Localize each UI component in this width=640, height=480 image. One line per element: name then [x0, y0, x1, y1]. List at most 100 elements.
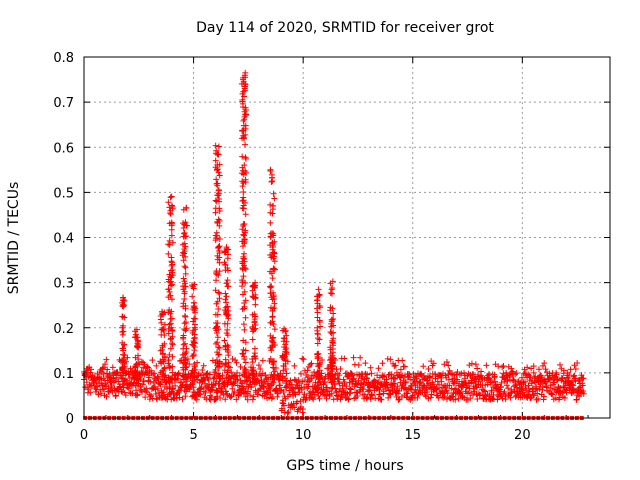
data-point — [286, 387, 293, 394]
data-point — [239, 183, 246, 190]
data-point — [216, 290, 223, 297]
data-point — [534, 390, 541, 397]
data-point — [240, 385, 247, 392]
data-point — [122, 392, 129, 399]
data-point — [327, 344, 334, 351]
data-point — [241, 232, 248, 239]
data-point — [269, 178, 276, 185]
data-point — [329, 290, 336, 297]
data-point — [170, 390, 177, 397]
data-point — [535, 395, 542, 402]
data-point — [329, 370, 336, 377]
data-point — [269, 275, 276, 282]
data-point — [214, 298, 221, 305]
data-point — [580, 388, 587, 395]
data-point — [215, 289, 222, 296]
data-point — [146, 391, 153, 398]
data-point — [493, 387, 500, 394]
data-point — [439, 384, 446, 391]
data-point — [195, 390, 202, 397]
data-point — [214, 320, 221, 327]
data-point — [127, 389, 134, 396]
data-point — [367, 364, 374, 371]
data-point — [181, 320, 188, 327]
data-point — [182, 270, 189, 277]
data-point — [314, 324, 321, 331]
data-point — [158, 387, 165, 394]
data-point — [207, 387, 214, 394]
data-point — [241, 365, 248, 372]
data-point — [438, 372, 445, 379]
data-point — [241, 356, 248, 363]
data-point — [498, 379, 505, 386]
data-point — [266, 394, 273, 401]
data-point — [150, 384, 157, 391]
data-point — [172, 382, 179, 389]
data-point — [451, 386, 458, 393]
data-point — [182, 305, 189, 312]
data-point — [282, 348, 289, 355]
data-point — [179, 351, 186, 358]
data-point — [290, 385, 297, 392]
data-point — [268, 344, 275, 351]
data-point — [115, 385, 122, 392]
data-point — [239, 226, 246, 233]
data-point — [568, 390, 575, 397]
data-point — [315, 370, 322, 377]
data-point — [547, 382, 554, 389]
data-point — [374, 384, 381, 391]
data-point — [159, 356, 166, 363]
data-point — [162, 372, 169, 379]
data-point — [270, 321, 277, 328]
plot-frame — [83, 56, 611, 419]
data-point — [169, 340, 176, 347]
data-point — [271, 258, 278, 265]
data-point — [530, 363, 537, 370]
data-point — [169, 220, 176, 227]
data-point — [241, 326, 248, 333]
x-tick-label: 20 — [514, 428, 531, 443]
data-point — [158, 311, 165, 318]
data-point — [118, 388, 125, 395]
data-point — [186, 385, 193, 392]
x-tick-label: 10 — [295, 428, 312, 443]
data-point — [95, 391, 102, 398]
data-point — [576, 393, 583, 400]
data-point — [489, 379, 496, 386]
data-point — [83, 379, 90, 386]
data-point — [437, 390, 444, 397]
data-point — [522, 383, 529, 390]
data-point — [328, 390, 335, 397]
data-point — [535, 366, 542, 373]
data-point — [180, 275, 187, 282]
data-point — [212, 157, 219, 164]
data-point — [522, 372, 529, 379]
data-point — [133, 373, 140, 380]
data-point — [319, 356, 326, 363]
data-point — [434, 378, 441, 385]
data-point — [191, 334, 198, 341]
data-point — [180, 345, 187, 352]
data-point — [214, 180, 221, 187]
data-point — [151, 370, 158, 377]
data-point — [165, 360, 172, 367]
data-point — [328, 330, 335, 337]
data-point — [152, 390, 159, 397]
data-point — [211, 374, 218, 381]
data-point — [421, 389, 428, 396]
data-point — [167, 292, 174, 299]
data-point — [311, 368, 318, 375]
data-point — [192, 366, 199, 373]
data-point — [291, 362, 298, 369]
data-point — [223, 360, 230, 367]
data-point — [347, 386, 354, 393]
data-point — [391, 362, 398, 369]
data-point — [327, 290, 334, 297]
data-point — [120, 384, 127, 391]
data-point — [312, 386, 319, 393]
data-point — [557, 361, 564, 368]
data-point — [214, 339, 221, 346]
data-point — [165, 199, 172, 206]
data-point — [297, 370, 304, 377]
data-point — [143, 385, 150, 392]
